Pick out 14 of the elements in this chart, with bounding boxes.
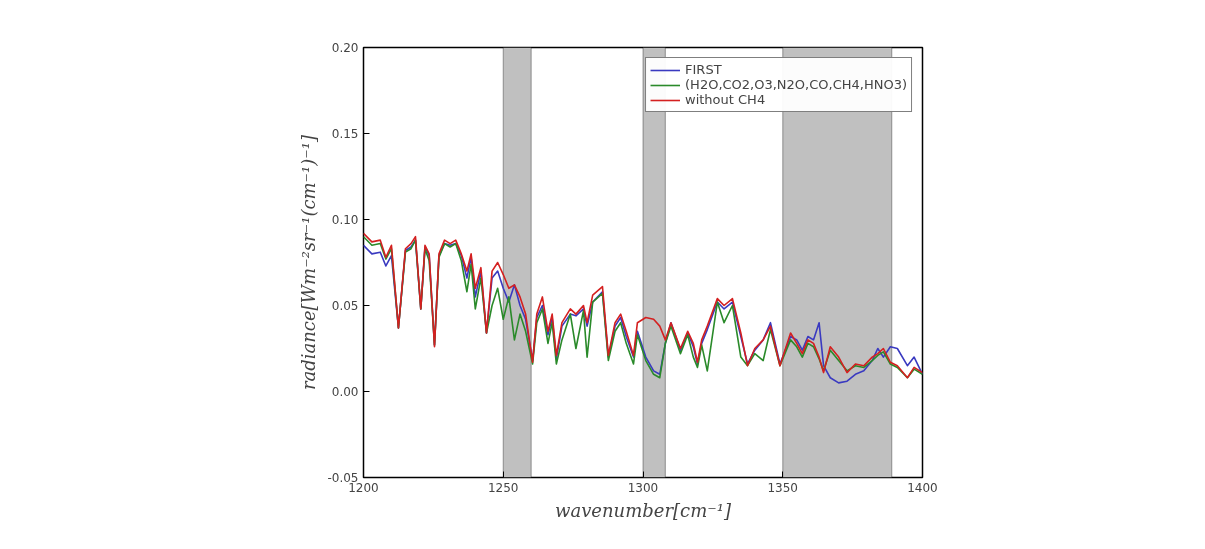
- y-tick-label: 0.15: [331, 127, 359, 141]
- legend-label: FIRST: [685, 62, 722, 77]
- legend-label: without CH4: [685, 92, 766, 107]
- y-tick-label: 0.10: [331, 213, 359, 227]
- y-axis-title: radiance[Wm⁻²sr⁻¹(cm⁻¹)⁻¹]: [298, 133, 320, 391]
- x-tick-label: 1250: [487, 480, 519, 495]
- y-tick-label: 0.05: [331, 299, 359, 313]
- legend-label: (H2O,CO2,O3,N2O,CO,CH4,HNO3): [685, 77, 907, 92]
- y-tick-label: 0.00: [331, 385, 359, 399]
- y-tick-label: 0.20: [331, 41, 359, 55]
- x-axis-title: wavenumber[cm⁻¹]: [555, 499, 732, 521]
- x-tick-label: 1300: [627, 480, 659, 495]
- x-tick-label: 1400: [907, 480, 938, 495]
- x-tick-label: 1350: [767, 480, 799, 495]
